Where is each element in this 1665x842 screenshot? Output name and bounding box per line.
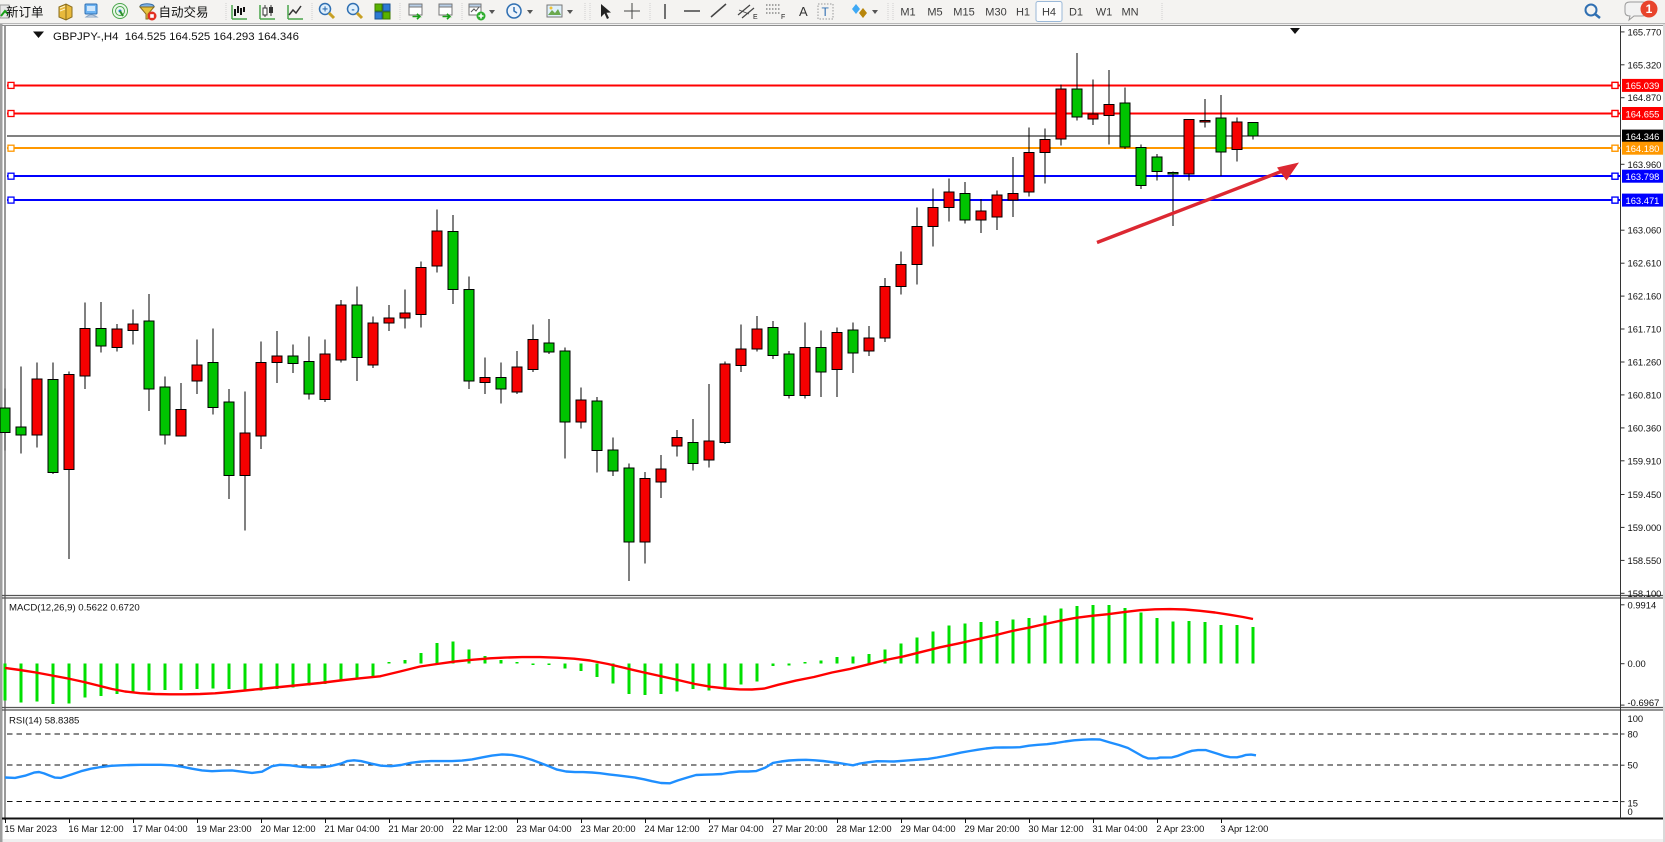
svg-text:RSI(14) 58.8385: RSI(14) 58.8385 [9,716,79,727]
svg-text:-0.6967: -0.6967 [1628,697,1660,708]
svg-text:MACD(12,26,9) 0.5622 0.6720: MACD(12,26,9) 0.5622 0.6720 [9,603,140,614]
svg-text:159.450: 159.450 [1628,489,1662,500]
svg-text:M15: M15 [953,7,974,19]
svg-text:23 Mar 20:00: 23 Mar 20:00 [580,823,635,834]
svg-text:50: 50 [1628,760,1638,771]
svg-text:T: T [822,5,830,19]
svg-text:161.710: 161.710 [1628,324,1662,335]
svg-text:0.00: 0.00 [1628,658,1646,669]
svg-text:E: E [753,14,758,21]
svg-text:158.100: 158.100 [1628,588,1662,599]
svg-text:0.9914: 0.9914 [1628,600,1657,611]
svg-text:20 Mar 12:00: 20 Mar 12:00 [260,823,315,834]
svg-text:+: + [322,5,328,16]
svg-text:21 Mar 04:00: 21 Mar 04:00 [324,823,379,834]
svg-text:30 Mar 12:00: 30 Mar 12:00 [1028,823,1083,834]
svg-text:15: 15 [1628,797,1638,808]
svg-text:M1: M1 [900,7,915,19]
svg-text:164.655: 164.655 [1626,108,1660,119]
svg-text:MN: MN [1121,7,1138,19]
svg-text:H1: H1 [1016,7,1030,19]
svg-text:163.960: 163.960 [1628,159,1662,170]
svg-text:80: 80 [1628,728,1638,739]
svg-text:H4: H4 [1042,7,1056,19]
svg-text:GBPJPY-,H4 164.525 164.525 16: GBPJPY-,H4 164.525 164.525 164.293 164.3… [53,31,299,43]
svg-text:158.550: 158.550 [1628,555,1662,566]
svg-text:A: A [799,4,808,19]
svg-text:17 Mar 04:00: 17 Mar 04:00 [132,823,187,834]
svg-text:165.320: 165.320 [1628,59,1662,70]
svg-text:21 Mar 20:00: 21 Mar 20:00 [388,823,443,834]
svg-text:165.770: 165.770 [1628,26,1662,37]
svg-text:M30: M30 [985,7,1006,19]
svg-text:164.346: 164.346 [1626,131,1660,142]
svg-text:19 Mar 23:00: 19 Mar 23:00 [196,823,251,834]
svg-text:163.060: 163.060 [1628,225,1662,236]
svg-text:159.000: 159.000 [1628,522,1662,533]
svg-text:F: F [781,14,785,21]
svg-text:100: 100 [1628,713,1644,724]
svg-text:新订单: 新订单 [6,5,44,20]
svg-text:159.910: 159.910 [1628,455,1662,466]
svg-text:2 Apr 23:00: 2 Apr 23:00 [1156,823,1204,834]
svg-text:D1: D1 [1069,7,1083,19]
svg-text:164.870: 164.870 [1628,92,1662,103]
svg-text:22 Mar 12:00: 22 Mar 12:00 [452,823,507,834]
svg-text:29 Mar 20:00: 29 Mar 20:00 [964,823,1019,834]
svg-text:163.798: 163.798 [1626,171,1660,182]
svg-text:161.260: 161.260 [1628,357,1662,368]
svg-text:24 Mar 12:00: 24 Mar 12:00 [644,823,699,834]
svg-text:M5: M5 [927,7,942,19]
svg-text:16 Mar 12:00: 16 Mar 12:00 [68,823,123,834]
svg-text:163.471: 163.471 [1626,195,1660,206]
svg-text:3 Apr 12:00: 3 Apr 12:00 [1220,823,1268,834]
svg-text:31 Mar 04:00: 31 Mar 04:00 [1092,823,1147,834]
svg-text:29 Mar 04:00: 29 Mar 04:00 [900,823,955,834]
svg-text:W1: W1 [1096,7,1113,19]
svg-text:27 Mar 20:00: 27 Mar 20:00 [772,823,827,834]
svg-text:28 Mar 12:00: 28 Mar 12:00 [836,823,891,834]
svg-text:160.810: 160.810 [1628,389,1662,400]
svg-text:160.360: 160.360 [1628,422,1662,433]
svg-text:15 Mar 2023: 15 Mar 2023 [4,823,57,834]
svg-text:162.160: 162.160 [1628,291,1662,302]
svg-text:164.180: 164.180 [1626,143,1660,154]
svg-text:-: - [351,5,354,16]
svg-text:165.039: 165.039 [1626,80,1660,91]
svg-text:1: 1 [1646,2,1653,16]
svg-text:0: 0 [1628,806,1633,817]
svg-text:23 Mar 04:00: 23 Mar 04:00 [516,823,571,834]
svg-text:162.610: 162.610 [1628,258,1662,269]
svg-text:自动交易: 自动交易 [159,5,209,20]
svg-text:27 Mar 04:00: 27 Mar 04:00 [708,823,763,834]
